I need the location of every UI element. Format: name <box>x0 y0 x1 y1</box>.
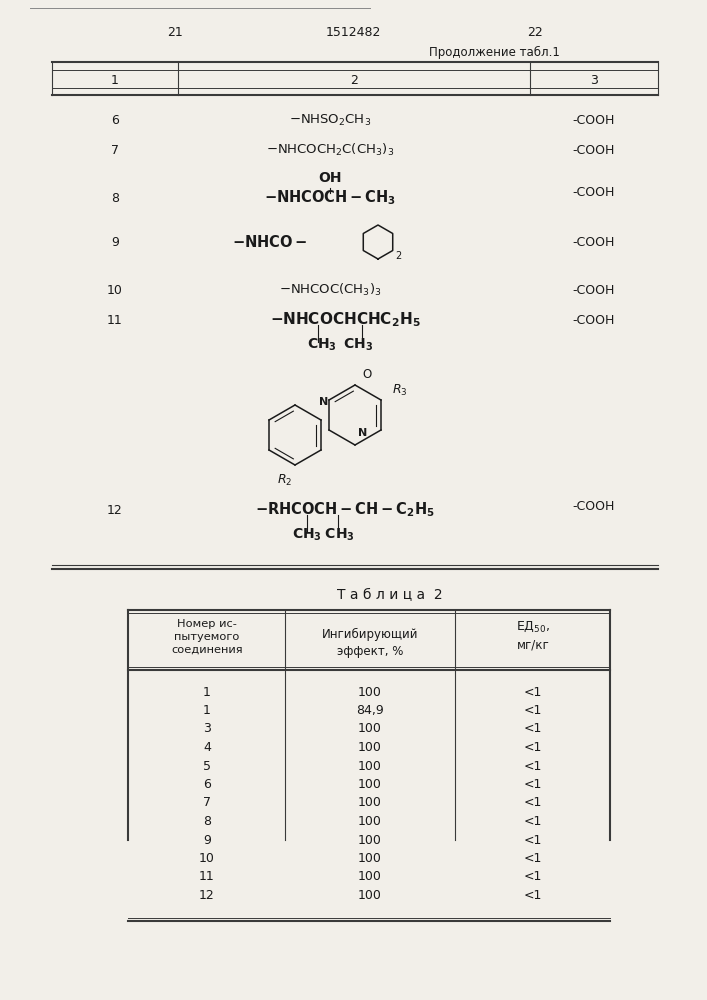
Text: <1: <1 <box>524 796 542 810</box>
Text: -COOH: -COOH <box>573 500 615 514</box>
Text: <1: <1 <box>524 760 542 772</box>
Text: 1: 1 <box>203 686 211 698</box>
Text: 100: 100 <box>358 815 382 828</box>
Text: $\mathbf{-RHCOCH-CH-C_2H_5}$: $\mathbf{-RHCOCH-CH-C_2H_5}$ <box>255 501 435 519</box>
Text: 1512482: 1512482 <box>325 25 380 38</box>
Text: $\mathbf{CH_3 \;\; CH_3}$: $\mathbf{CH_3 \;\; CH_3}$ <box>307 337 373 353</box>
Text: 10: 10 <box>107 284 123 296</box>
Text: 100: 100 <box>358 722 382 736</box>
Text: $-\mathrm{NHCOCH_2C(CH_3)_3}$: $-\mathrm{NHCOCH_2C(CH_3)_3}$ <box>266 142 394 158</box>
Text: 2: 2 <box>350 74 358 87</box>
Text: -COOH: -COOH <box>573 186 615 200</box>
Text: 1: 1 <box>111 74 119 87</box>
Text: 7: 7 <box>203 796 211 810</box>
Text: <1: <1 <box>524 889 542 902</box>
Text: <1: <1 <box>524 686 542 698</box>
Text: 11: 11 <box>199 870 215 884</box>
Text: $-\mathrm{NHCOC(CH_3)_3}$: $-\mathrm{NHCOC(CH_3)_3}$ <box>279 282 381 298</box>
Text: -COOH: -COOH <box>573 235 615 248</box>
Text: <1: <1 <box>524 815 542 828</box>
Text: 12: 12 <box>199 889 215 902</box>
Text: $\mathbf{-NHCOCHCHC_2H_5}$: $\mathbf{-NHCOCHCHC_2H_5}$ <box>269 311 421 329</box>
Text: <1: <1 <box>524 778 542 791</box>
Text: 6: 6 <box>111 113 119 126</box>
Text: -COOH: -COOH <box>573 314 615 326</box>
Text: 9: 9 <box>111 235 119 248</box>
Text: 12: 12 <box>107 504 123 516</box>
Text: 84,9: 84,9 <box>356 704 384 717</box>
Text: Ингибирующий
эффект, %: Ингибирующий эффект, % <box>322 628 419 658</box>
Text: -COOH: -COOH <box>573 143 615 156</box>
Text: N: N <box>358 428 368 438</box>
Text: 100: 100 <box>358 834 382 846</box>
Text: 100: 100 <box>358 760 382 772</box>
Text: 100: 100 <box>358 778 382 791</box>
Text: 5: 5 <box>203 760 211 772</box>
Text: 8: 8 <box>111 192 119 205</box>
Text: $\mathbf{-NHCO-}$: $\mathbf{-NHCO-}$ <box>233 234 308 250</box>
Text: 100: 100 <box>358 686 382 698</box>
Text: 100: 100 <box>358 741 382 754</box>
Text: 7: 7 <box>111 143 119 156</box>
Text: 100: 100 <box>358 796 382 810</box>
Text: $-\mathrm{NHSO_2CH_3}$: $-\mathrm{NHSO_2CH_3}$ <box>289 112 371 128</box>
Text: 3: 3 <box>203 722 211 736</box>
Text: 2: 2 <box>395 251 401 261</box>
Text: 9: 9 <box>203 834 211 846</box>
Text: Номер ис-
пытуемого
соединения: Номер ис- пытуемого соединения <box>171 619 243 655</box>
Text: 3: 3 <box>590 74 598 87</box>
Text: $\mathrm{ЕД}_{50}$,: $\mathrm{ЕД}_{50}$, <box>516 620 550 634</box>
Text: 100: 100 <box>358 852 382 865</box>
Text: <1: <1 <box>524 722 542 736</box>
Text: <1: <1 <box>524 741 542 754</box>
Text: 22: 22 <box>527 25 543 38</box>
Text: 21: 21 <box>167 25 183 38</box>
Text: 10: 10 <box>199 852 215 865</box>
Text: 1: 1 <box>203 704 211 717</box>
Text: <1: <1 <box>524 834 542 846</box>
Text: $R_3$: $R_3$ <box>392 382 408 398</box>
Text: <1: <1 <box>524 852 542 865</box>
Text: 100: 100 <box>358 889 382 902</box>
Text: 4: 4 <box>203 741 211 754</box>
Text: <1: <1 <box>524 870 542 884</box>
Text: $\mathbf{CH_3 \; CH_3}$: $\mathbf{CH_3 \; CH_3}$ <box>291 527 354 543</box>
Text: Т а б л и ц а  2: Т а б л и ц а 2 <box>337 588 443 602</box>
Text: мг/кг: мг/кг <box>517 639 549 652</box>
Text: $R_2$: $R_2$ <box>277 472 293 488</box>
Text: Продолжение табл.1: Продолжение табл.1 <box>429 45 560 59</box>
Text: 11: 11 <box>107 314 123 326</box>
Text: 6: 6 <box>203 778 211 791</box>
Text: N: N <box>320 397 329 407</box>
Text: 100: 100 <box>358 870 382 884</box>
Text: 8: 8 <box>203 815 211 828</box>
Text: -COOH: -COOH <box>573 284 615 296</box>
Text: <1: <1 <box>524 704 542 717</box>
Text: OH: OH <box>318 171 341 185</box>
Text: $\mathbf{-NHCOCH-CH_3}$: $\mathbf{-NHCOCH-CH_3}$ <box>264 189 396 207</box>
Text: -COOH: -COOH <box>573 113 615 126</box>
Text: O: O <box>363 368 372 381</box>
